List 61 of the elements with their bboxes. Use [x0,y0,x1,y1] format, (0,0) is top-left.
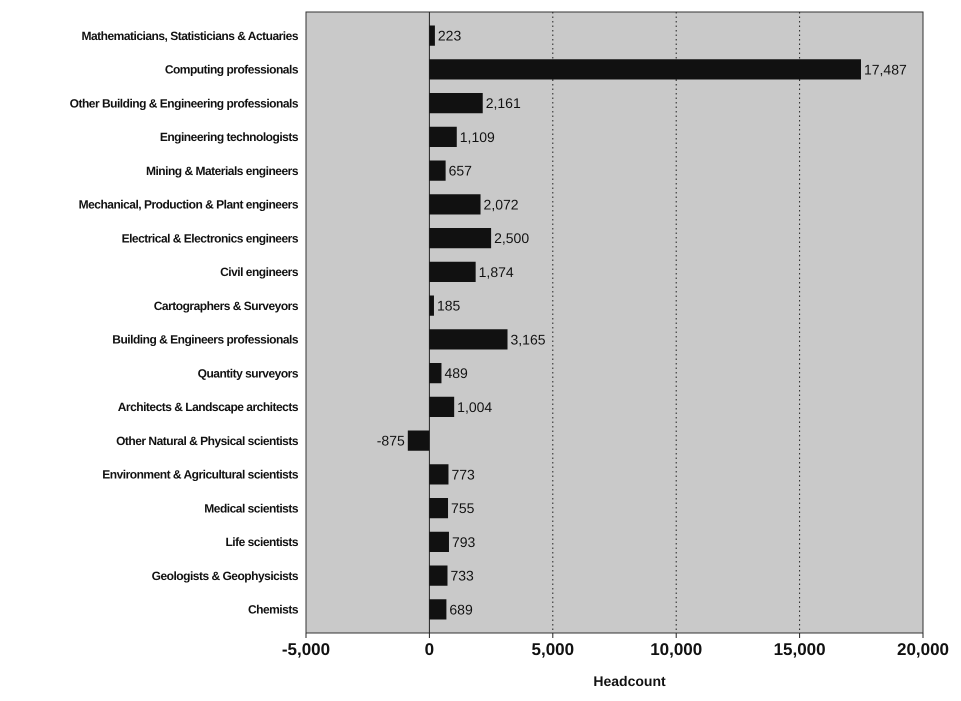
y-tick-label: Mining & Materials engineers [146,164,299,178]
bar [429,262,476,282]
y-tick-label: Computing professionals [164,62,299,77]
data-label: 1,004 [457,398,492,415]
data-label: 1,109 [460,128,496,145]
y-tick-label: Chemists [248,602,299,617]
bar [429,532,449,552]
bar [429,396,454,417]
x-tick-label: 10,000 [650,640,702,659]
bar [429,228,492,248]
bar [429,498,448,518]
bar [429,599,446,620]
y-tick-label: Mathematicians, Statisticians & Actuaries [82,28,299,43]
y-tick-label: Cartographers & Surveyors [154,298,299,313]
y-tick-label: Engineering technologists [160,130,299,144]
x-tick-label: 20,000 [897,640,949,659]
data-label: 3,165 [510,331,546,348]
data-label: 2,072 [484,196,519,212]
bar [429,26,435,46]
data-label: 489 [444,365,468,382]
y-tick-label: Architects & Landscape architects [118,400,299,414]
x-axis-title: Headcount [593,673,666,689]
bar [429,329,508,350]
bar [429,464,448,484]
data-label: -875 [376,432,406,449]
y-tick-label: Geologists & Geophysicists [152,568,299,583]
bar [429,566,448,586]
bar [408,430,430,451]
data-label: 657 [448,162,472,179]
y-tick-label: Civil engineers [220,265,299,280]
y-tick-label: Other Natural & Physical scientists [116,434,299,448]
bar [429,126,457,147]
bar [429,296,434,316]
data-label: 2,500 [494,230,530,246]
y-tick-label: Medical scientists [204,501,299,516]
data-label: 185 [436,298,461,314]
data-label: 17,487 [864,61,908,78]
x-tick-label: 0 [424,640,434,659]
x-tick-label: -5,000 [282,640,330,659]
y-tick-label: Mechanical, Production & Plant engineers [78,198,299,212]
data-label: 1,874 [478,264,514,280]
y-tick-label: Other Building & Engineering professionals [70,96,299,110]
y-tick-label: Building & Engineers professionals [112,332,299,347]
data-label: 793 [452,534,476,550]
y-tick-label: Electrical & Electronics engineers [122,231,299,246]
data-label: 773 [451,466,476,482]
y-tick-label: Quantity surveyors [198,366,299,380]
x-tick-label: 5,000 [532,640,574,659]
x-tick-label: 15,000 [774,640,826,659]
bar [429,160,446,181]
bar [429,59,861,80]
y-tick-label: Environment & Agricultural scientists [102,468,299,482]
data-label: 755 [451,500,475,516]
data-label: 2,161 [486,95,521,112]
bar [429,194,481,214]
data-label: 689 [449,601,473,618]
bar [429,93,483,114]
data-label: 733 [450,568,474,584]
bar [429,363,442,384]
data-label: 223 [438,28,462,44]
y-tick-label: Life scientists [225,535,299,550]
